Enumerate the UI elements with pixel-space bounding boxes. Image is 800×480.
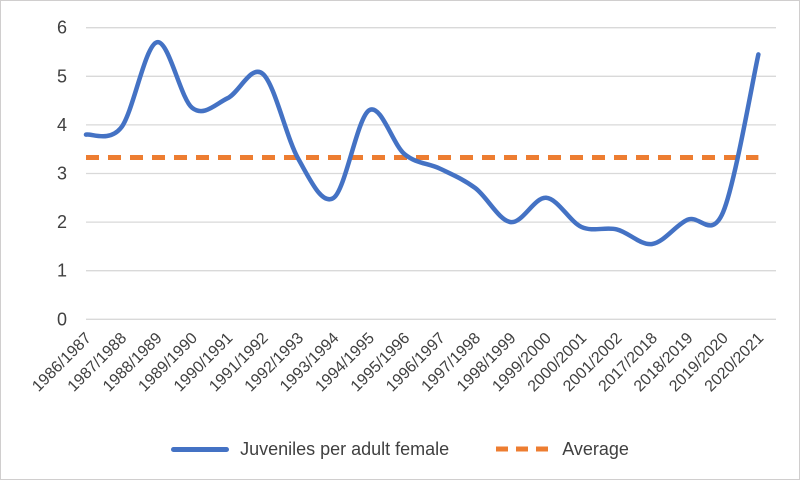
legend-label-juveniles: Juveniles per adult female [240, 438, 450, 459]
svg-text:4: 4 [57, 115, 67, 135]
legend-line-swatch [171, 446, 230, 452]
svg-text:1: 1 [57, 261, 67, 281]
svg-text:3: 3 [57, 164, 67, 184]
legend-item-juveniles: Juveniles per adult female [171, 439, 449, 460]
svg-text:5: 5 [57, 66, 67, 86]
legend-label-average: Average [562, 438, 629, 459]
svg-text:2: 2 [57, 212, 67, 232]
svg-text:0: 0 [57, 309, 67, 329]
chart-legend: Juveniles per adult female Average [1, 429, 799, 469]
legend-dash-swatch [496, 446, 551, 452]
legend-item-average: Average [495, 439, 629, 460]
svg-text:6: 6 [57, 18, 67, 38]
